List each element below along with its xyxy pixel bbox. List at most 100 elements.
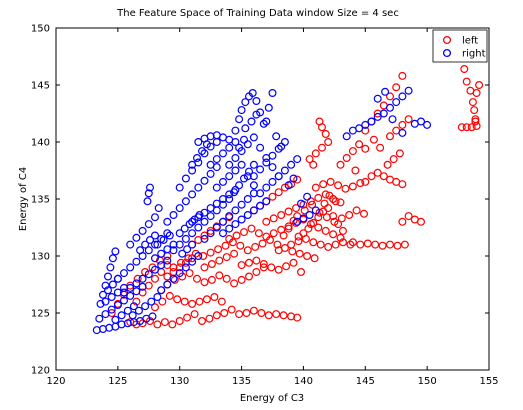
- point-left-25: [158, 297, 167, 306]
- point-left-186: [468, 98, 477, 107]
- point-right-12: [107, 305, 116, 314]
- point-right-157: [268, 151, 277, 160]
- point-left-91: [321, 226, 330, 235]
- point-left-176: [348, 147, 357, 156]
- point-left-72: [259, 260, 268, 269]
- point-left-60: [251, 242, 260, 251]
- point-right-205: [361, 120, 370, 129]
- y-tick-label: 150: [31, 24, 50, 35]
- point-right-126: [231, 206, 240, 215]
- point-right-185: [136, 246, 145, 255]
- point-right-212: [392, 98, 401, 107]
- point-right-69: [175, 204, 184, 213]
- point-right-230: [247, 117, 256, 126]
- point-left-229: [314, 213, 323, 222]
- x-tick-label: 125: [108, 376, 127, 387]
- point-right-155: [256, 165, 265, 174]
- point-right-118: [249, 181, 258, 190]
- point-right-171: [219, 229, 228, 238]
- point-right-90: [235, 115, 244, 124]
- point-left-222: [279, 231, 288, 240]
- point-right-14: [119, 296, 128, 305]
- point-left-197: [133, 274, 142, 283]
- point-left-174: [336, 160, 345, 169]
- point-left-121: [400, 240, 409, 249]
- point-right-133: [206, 204, 215, 213]
- point-right-165: [249, 160, 258, 169]
- point-left-247: [175, 263, 184, 272]
- point-left-116: [363, 239, 372, 248]
- point-right-222: [141, 302, 150, 311]
- point-left-12: [212, 311, 221, 320]
- point-left-47: [252, 268, 261, 277]
- point-right-74: [206, 169, 215, 178]
- point-right-224: [153, 293, 162, 302]
- point-left-140: [311, 149, 320, 158]
- point-right-47: [144, 270, 153, 279]
- point-right-34: [126, 240, 135, 249]
- point-right-63: [200, 217, 209, 226]
- point-left-68: [310, 254, 319, 263]
- point-left-216: [268, 192, 277, 201]
- point-right-174: [237, 215, 246, 224]
- point-left-70: [245, 258, 254, 267]
- point-left-136: [341, 184, 350, 193]
- point-right-214: [404, 86, 413, 95]
- point-right-136: [225, 190, 234, 199]
- point-right-223: [147, 297, 156, 306]
- point-right-10: [95, 314, 104, 323]
- point-right-232: [235, 143, 244, 152]
- point-left-168: [398, 120, 407, 129]
- point-left-241: [206, 226, 215, 235]
- point-right-144: [183, 245, 192, 254]
- point-right-54: [175, 269, 184, 278]
- point-left-33: [217, 297, 226, 306]
- point-left-79: [232, 231, 241, 240]
- point-right-130: [188, 217, 197, 226]
- point-left-4: [153, 320, 162, 329]
- point-right-149: [280, 166, 289, 175]
- point-left-190: [475, 80, 484, 89]
- point-left-42: [215, 271, 224, 280]
- point-left-134: [326, 177, 335, 186]
- point-left-98: [292, 204, 301, 213]
- point-right-206: [367, 117, 376, 126]
- point-right-62: [194, 223, 203, 232]
- point-right-132: [200, 208, 209, 217]
- point-right-127: [237, 200, 246, 209]
- point-right-41: [146, 183, 155, 192]
- point-left-142: [324, 138, 333, 147]
- point-left-182: [467, 123, 476, 132]
- point-left-32: [210, 293, 219, 302]
- point-right-166: [206, 160, 215, 169]
- point-left-139: [305, 155, 314, 164]
- point-right-170: [231, 138, 240, 147]
- point-left-46: [245, 272, 254, 281]
- point-right-182: [153, 240, 162, 249]
- point-right-236: [198, 147, 207, 156]
- point-left-235: [331, 197, 340, 206]
- point-left-6: [168, 320, 177, 329]
- point-right-193: [103, 286, 112, 295]
- point-right-122: [206, 229, 215, 238]
- point-left-20: [272, 310, 281, 319]
- point-right-39: [154, 204, 163, 213]
- point-left-59: [243, 246, 252, 255]
- point-left-15: [235, 310, 244, 319]
- point-right-64: [206, 212, 215, 221]
- point-right-200: [297, 199, 306, 208]
- point-right-61: [188, 229, 197, 238]
- point-right-124: [219, 217, 228, 226]
- point-left-210: [215, 256, 224, 265]
- point-right-210: [373, 94, 382, 103]
- point-left-106: [294, 237, 303, 246]
- point-left-96: [277, 211, 286, 220]
- point-right-31: [151, 240, 160, 249]
- point-left-5: [160, 318, 169, 327]
- point-left-181: [462, 123, 471, 132]
- point-left-95: [269, 214, 278, 223]
- point-left-117: [371, 240, 380, 249]
- legend-box: [432, 29, 488, 63]
- point-left-77: [297, 268, 306, 277]
- point-right-234: [188, 160, 197, 169]
